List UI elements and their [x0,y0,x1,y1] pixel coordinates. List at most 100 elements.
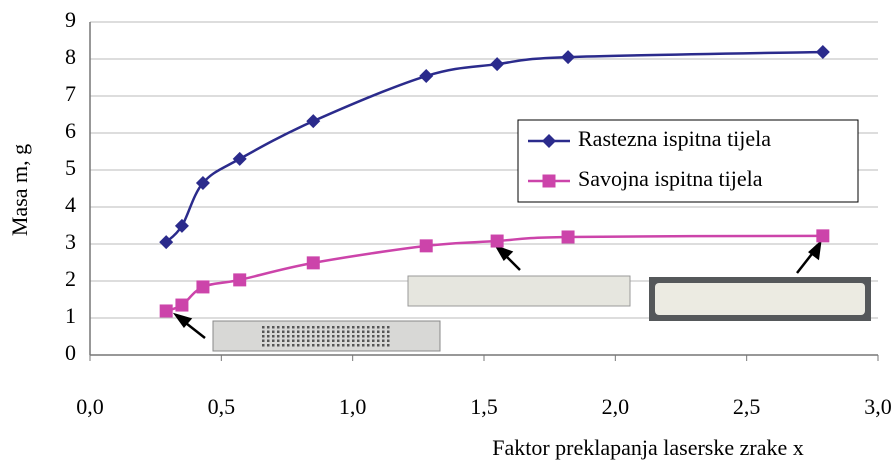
photo-dot [277,344,280,347]
photo-dot [327,335,330,338]
marker [159,304,173,318]
photo-dot [337,330,340,333]
photo-dot [377,326,380,329]
photo-dot [322,344,325,347]
x-tick-label: 2,0 [602,394,630,419]
photo-dot [377,335,380,338]
photo-dot [307,335,310,338]
x-tick-label: 2,5 [733,394,761,419]
photo-dot [347,339,350,342]
photo-dot [292,330,295,333]
photo-dot [387,344,390,347]
photo-dot [322,335,325,338]
marker [490,234,504,248]
photo-dot [317,335,320,338]
photo-dot [307,330,310,333]
legend-label: Rastezna ispitna tijela [578,126,771,151]
photo-dot [312,344,315,347]
photo-dot [362,339,365,342]
photo-dot [367,344,370,347]
photo-dot [277,330,280,333]
photo-dot [297,339,300,342]
x-tick-label: 3,0 [864,394,892,419]
photo-dot [367,335,370,338]
photo-dot [387,339,390,342]
legend-label: Savojna ispitna tijela [578,166,763,191]
photo-dot [267,335,270,338]
photo-dot [277,335,280,338]
photo-dot [282,326,285,329]
photo-dot [357,335,360,338]
photo-dot [312,330,315,333]
photo-dot [377,339,380,342]
photo-dot [377,330,380,333]
photo-dot [282,344,285,347]
photo-dot [272,339,275,342]
y-tick-label: 6 [65,118,76,143]
photo-texture [262,326,390,347]
y-tick-label: 0 [65,340,76,365]
photo-dot [362,344,365,347]
photo-dot [262,339,265,342]
photo-dot [287,330,290,333]
photo-dot [307,339,310,342]
photo-dot [372,326,375,329]
y-tick-label: 8 [65,44,76,69]
photo-dot [272,344,275,347]
photo-dot [382,339,385,342]
photo-dot [387,335,390,338]
marker [561,230,575,244]
marker [232,151,247,166]
photo-dot [307,344,310,347]
legend-box [517,119,859,203]
photo-dot [302,326,305,329]
photo-dot [342,339,345,342]
x-axis-label: Faktor preklapanja laserske zrake x [492,435,804,460]
marker [196,280,210,294]
photo-dot [327,339,330,342]
photo-dot [302,339,305,342]
photo-dot [272,330,275,333]
specimen-photo [407,275,631,307]
photo-dot [282,339,285,342]
photo-dot [357,326,360,329]
photo-dot [277,326,280,329]
photo-dot [372,339,375,342]
photo-dot [332,330,335,333]
photo-dot [362,335,365,338]
photo-dot [367,330,370,333]
y-tick-label: 5 [65,155,76,180]
photo-dot [347,344,350,347]
photo-dot [317,326,320,329]
marker [195,175,210,190]
photo-dot [382,326,385,329]
y-tick-label: 2 [65,266,76,291]
photo-dot [387,326,390,329]
photo-dot [297,326,300,329]
x-tick-label: 1,0 [339,394,367,419]
y-tick-label: 1 [65,303,76,328]
y-tick-label: 4 [65,192,76,217]
marker [815,44,830,59]
photo-dot [267,326,270,329]
photo-dot [292,335,295,338]
photo-dot [312,339,315,342]
marker [490,57,505,72]
photo-dot [372,330,375,333]
photo-dot [282,335,285,338]
photo-dot [267,339,270,342]
photo-dot [322,330,325,333]
photo-dot [317,330,320,333]
photo-dot [262,330,265,333]
photo-dot [307,326,310,329]
photo-dot [347,326,350,329]
photo-dot [342,330,345,333]
marker [561,50,576,65]
photo-dot [357,339,360,342]
photo-dot [292,339,295,342]
photo-dot [362,326,365,329]
marker [306,114,321,129]
photo-dot [317,339,320,342]
photo-dot [292,326,295,329]
